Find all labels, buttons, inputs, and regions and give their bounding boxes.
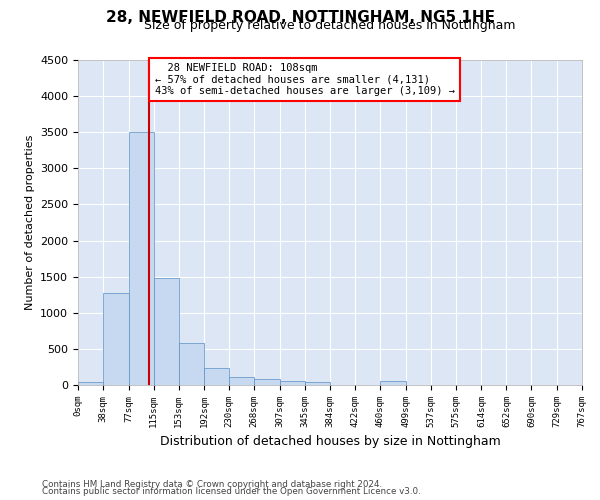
Text: Contains HM Land Registry data © Crown copyright and database right 2024.: Contains HM Land Registry data © Crown c… — [42, 480, 382, 489]
Bar — [204, 368, 229, 385]
Bar — [280, 381, 305, 385]
Bar — [229, 376, 254, 385]
Bar — [154, 278, 179, 385]
Bar — [128, 132, 154, 385]
Bar — [254, 379, 280, 385]
Y-axis label: Number of detached properties: Number of detached properties — [25, 135, 35, 310]
Bar — [78, 382, 103, 385]
Text: 28 NEWFIELD ROAD: 108sqm
← 57% of detached houses are smaller (4,131)
43% of sem: 28 NEWFIELD ROAD: 108sqm ← 57% of detach… — [155, 63, 455, 96]
Text: 28, NEWFIELD ROAD, NOTTINGHAM, NG5 1HE: 28, NEWFIELD ROAD, NOTTINGHAM, NG5 1HE — [106, 10, 494, 25]
Bar — [103, 292, 128, 385]
Title: Size of property relative to detached houses in Nottingham: Size of property relative to detached ho… — [144, 20, 516, 32]
X-axis label: Distribution of detached houses by size in Nottingham: Distribution of detached houses by size … — [160, 436, 500, 448]
Bar — [305, 382, 331, 385]
Bar — [380, 382, 406, 385]
Bar — [179, 344, 204, 385]
Text: Contains public sector information licensed under the Open Government Licence v3: Contains public sector information licen… — [42, 487, 421, 496]
